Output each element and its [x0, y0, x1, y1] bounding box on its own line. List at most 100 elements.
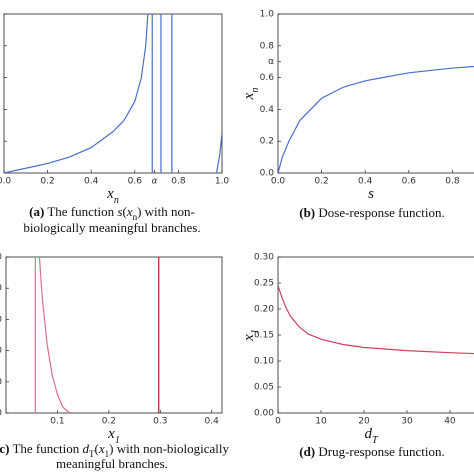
x-tick-label: 0	[275, 417, 281, 427]
y-tick-label: α	[268, 57, 274, 67]
caption-part: (d)	[299, 444, 315, 459]
caption-part: (b)	[299, 205, 315, 220]
panel: 0.00.20.40.60.81.00.00.20.40.6α0.81.0sxn…	[241, 10, 474, 220]
series-line	[4, 14, 149, 173]
caption-part: s	[117, 204, 122, 219]
caption-part: ) with non-biologically	[109, 441, 229, 456]
x-tick-label: 0.4	[84, 177, 99, 187]
y-tick-label: 0	[0, 409, 2, 419]
plot-frame	[5, 256, 223, 414]
y-tick-label: 0.8	[260, 41, 275, 51]
x-axis-label-main: s	[368, 186, 374, 202]
y-axis-label-sub: 1	[250, 329, 261, 334]
y-axis-label-main: x	[241, 334, 257, 342]
x-tick-label: 0.0	[0, 177, 11, 187]
y-tick-label: 0.6	[260, 73, 275, 83]
y-tick-label: 50	[0, 253, 2, 263]
caption-part: x	[126, 204, 133, 219]
caption-part: n	[133, 212, 138, 222]
y-tick-label: 20	[0, 346, 2, 356]
caption-part: (c)	[0, 441, 9, 456]
x-tick-label: 0.6	[402, 177, 417, 187]
x-axis-label-main: x	[107, 426, 115, 442]
caption: (a) The function s(xn) with non-	[29, 204, 195, 222]
y-tick-label: 0.4	[260, 105, 275, 115]
panel: 0 10 20 30 400.000.050.100.150.200.250.30dTx…	[241, 253, 474, 459]
x-tick-label: 0.8	[171, 177, 186, 187]
x-tick-label: 30	[401, 417, 413, 427]
x-axis-label-main: d	[364, 426, 372, 442]
caption-part: The function	[9, 441, 82, 456]
y-axis-label-sub: n	[250, 88, 261, 93]
y-tick-label: 40	[0, 284, 2, 294]
y-axis-label-main: x	[241, 92, 257, 100]
caption: (d) Drug-response function.	[299, 444, 445, 459]
caption: meaningful branches.	[56, 456, 168, 471]
caption-part: ) with non-	[137, 204, 195, 219]
caption-part: d	[83, 441, 90, 456]
caption-part: The function	[44, 204, 117, 219]
x-tick-label: 0.6	[128, 177, 143, 187]
caption-part: T	[89, 449, 95, 459]
series-line	[278, 65, 474, 173]
x-axis-label-sub: n	[114, 195, 119, 206]
plot-frame	[3, 13, 223, 174]
y-tick-label: 0.2	[260, 137, 274, 147]
caption-part: Dose-response function.	[315, 205, 445, 220]
series-line	[38, 257, 71, 413]
x-tick-label: 10	[315, 417, 327, 427]
plot-frame	[277, 256, 474, 414]
y-tick-label: 0.0	[260, 169, 275, 179]
caption-part: (a)	[29, 204, 44, 219]
caption-part: biologically meaningful branches.	[23, 220, 200, 235]
x-tick-label: 0.4	[358, 177, 373, 187]
y-tick-label: 0.05	[254, 383, 274, 393]
y-tick-label: 0.10	[254, 357, 274, 367]
series-line	[215, 133, 222, 173]
series-line	[278, 285, 474, 355]
x-tick-label: 20	[358, 417, 370, 427]
x-tick-label: 0.2	[102, 417, 116, 427]
caption: biologically meaningful branches.	[23, 220, 200, 235]
y-tick-label: 0.15	[254, 331, 274, 341]
caption-part: 1	[105, 449, 110, 459]
panel: 0.10.20.30.401020304050x1(c) The functio…	[0, 253, 229, 471]
x-axis-label: xn	[106, 186, 119, 205]
caption-part: x	[98, 441, 105, 456]
caption-part: (	[122, 204, 126, 219]
y-tick-label: 0.00	[254, 409, 274, 419]
y-tick-label: 30	[0, 315, 2, 325]
x-axis-label: dT	[364, 426, 379, 445]
caption-part: (	[95, 441, 99, 456]
x-tick-label: 0.8	[445, 177, 460, 187]
y-tick-label: 1.0	[260, 10, 275, 20]
y-tick-label: 0.20	[254, 305, 274, 315]
x-axis-label-main: x	[106, 186, 114, 202]
y-tick-label: 10	[0, 377, 2, 387]
x-axis-label: x1	[107, 426, 120, 445]
x-tick-label: 0.3	[153, 417, 167, 427]
caption-part: meaningful branches.	[56, 456, 168, 471]
panel: 0.00.20.40.6α0.81.00.00.20.40.60.81.0xn(…	[0, 10, 229, 235]
caption: (b) Dose-response function.	[299, 205, 445, 220]
x-axis-label: s	[368, 186, 374, 202]
plot-frame	[277, 13, 474, 174]
x-tick-label: 0.0	[271, 177, 286, 187]
x-tick-label: 0.2	[314, 177, 328, 187]
y-axis-label: xn	[241, 88, 260, 101]
x-tick-label: 0.1	[50, 417, 64, 427]
y-tick-label: 0.25	[254, 279, 274, 289]
caption-part: Drug-response function.	[315, 444, 445, 459]
x-tick-label: 1.0	[215, 177, 230, 187]
y-axis-label: x1	[241, 329, 260, 342]
caption: (c) The function dT(x1) with non-biologi…	[0, 441, 229, 459]
x-tick-label: α	[151, 177, 157, 187]
x-axis-label-sub: T	[372, 435, 379, 446]
x-tick-label: 0.4	[205, 417, 220, 427]
x-tick-label: 40	[444, 417, 456, 427]
x-axis-label-sub: 1	[115, 435, 120, 446]
y-tick-label: 0.30	[254, 253, 274, 263]
x-tick-label: 0.2	[40, 177, 54, 187]
